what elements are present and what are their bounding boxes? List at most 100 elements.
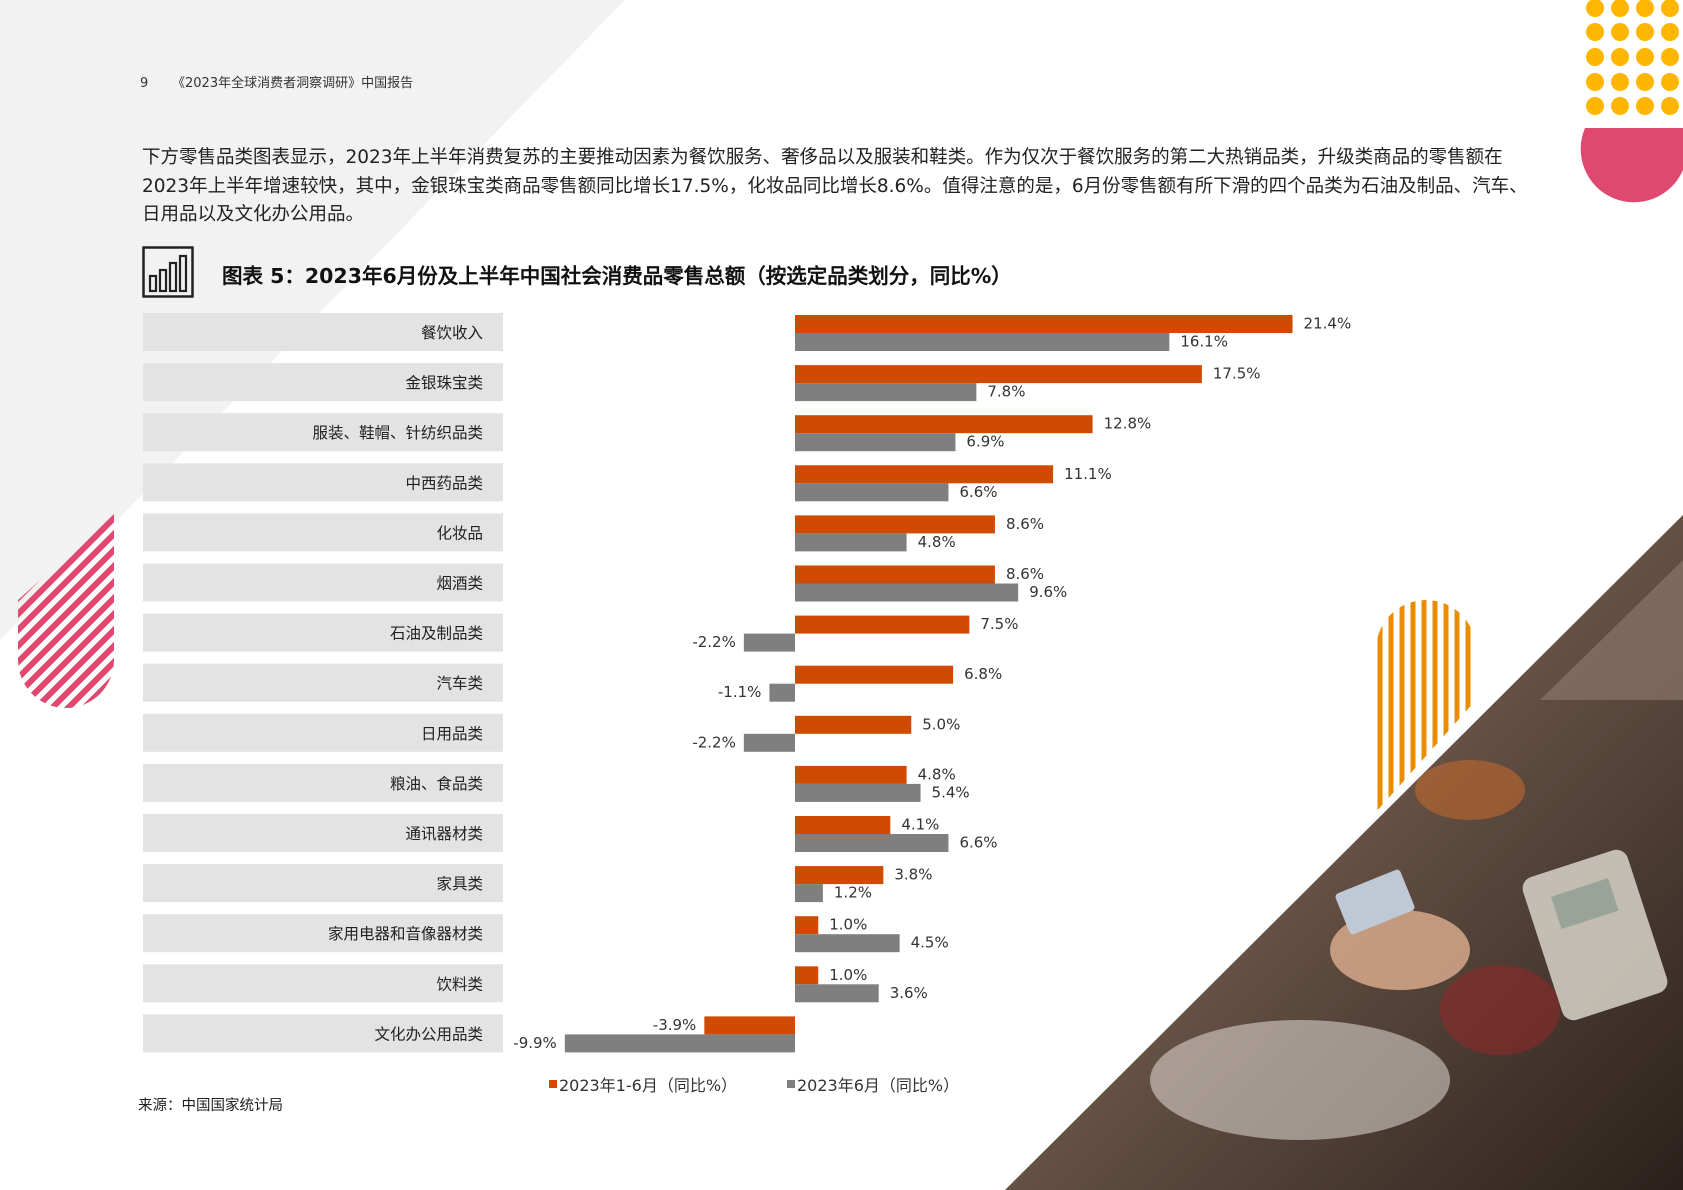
page-number: 9 [140, 76, 149, 91]
bar-h1 [795, 615, 970, 634]
category-label: 服装、鞋帽、针纺织品类 [312, 424, 483, 442]
page-header: 9 《2023年全球消费者洞察调研》中国报告 [140, 72, 413, 91]
bar-june [769, 683, 795, 702]
category-label-box [143, 413, 503, 452]
bar-h1 [795, 665, 954, 684]
figure-title: 图表 5：2023年6月份及上半年中国社会消费品零售总额（按选定品类划分，同比%… [222, 264, 1012, 288]
bar-june [795, 383, 977, 402]
retail-payment-photo [1005, 515, 1683, 1190]
bar-june [795, 483, 949, 502]
bar-h1 [704, 1016, 795, 1035]
category-label-box [143, 1014, 503, 1053]
bar-h1 [795, 465, 1054, 484]
yellow-dot-grid [1586, 0, 1679, 115]
category-label: 餐饮收入 [421, 324, 483, 342]
bar-h1 [795, 916, 819, 935]
bar-june [795, 533, 907, 552]
category-label: 文化办公用品类 [374, 1025, 483, 1043]
data-label: 4.5% [911, 934, 949, 952]
bar-june [795, 583, 1019, 602]
bar-h1 [795, 415, 1093, 434]
bar-h1 [795, 966, 819, 985]
category-label: 烟酒类 [436, 575, 483, 593]
bar-h1 [795, 515, 995, 534]
data-label: 4.1% [901, 816, 939, 834]
bar-june [564, 1034, 795, 1053]
data-label: 21.4% [1304, 315, 1352, 333]
data-label: -1.1% [718, 683, 762, 701]
data-label: -2.2% [692, 633, 736, 651]
legend-label-june: 2023年6月（同比%） [797, 1076, 960, 1095]
category-label: 家用电器和音像器材类 [328, 925, 483, 943]
bar-june [795, 934, 900, 953]
category-label: 饮料类 [436, 975, 483, 993]
legend-swatch-h1 [549, 1080, 557, 1088]
category-label-box [143, 864, 503, 903]
bar-h1 [795, 315, 1293, 333]
bar-june [795, 333, 1170, 351]
data-label: 8.6% [1006, 565, 1044, 583]
category-label-box [143, 563, 503, 602]
bar-h1 [795, 816, 891, 834]
category-label-box [143, 814, 503, 852]
data-label: 4.8% [918, 533, 956, 551]
bar-june [743, 733, 795, 752]
intro-paragraph: 下方零售品类图表显示，2023年上半年消费复苏的主要推动因素为餐饮服务、奢侈品以… [142, 147, 1528, 225]
data-label: -2.2% [692, 733, 736, 751]
data-label: 1.0% [829, 966, 867, 984]
data-label: 1.2% [834, 884, 872, 902]
data-label: -9.9% [513, 1034, 557, 1052]
data-label: 7.8% [987, 383, 1025, 401]
bar-chart-icon [142, 246, 194, 298]
category-label: 石油及制品类 [390, 625, 483, 643]
category-label: 中西药品类 [405, 474, 483, 492]
category-label-box [143, 613, 503, 652]
data-label: 6.8% [964, 665, 1002, 683]
data-label: 1.0% [829, 916, 867, 934]
data-label: 3.6% [890, 984, 928, 1002]
data-label: 7.5% [980, 615, 1018, 633]
pink-semicircle [1580, 128, 1683, 203]
data-label: -3.9% [653, 1016, 697, 1034]
bar-june [795, 433, 956, 452]
category-label: 汽车类 [436, 675, 483, 693]
category-label-box [143, 363, 503, 402]
data-label: 17.5% [1213, 365, 1261, 383]
data-label: 9.6% [1029, 583, 1067, 601]
data-label: 6.6% [959, 834, 997, 852]
bar-h1 [795, 365, 1202, 384]
category-label-box [143, 713, 503, 752]
category-label: 通讯器材类 [405, 825, 483, 843]
legend-swatch-june [787, 1080, 795, 1088]
bar-h1 [795, 565, 995, 584]
bar-h1 [795, 866, 884, 885]
category-label-box [143, 763, 503, 802]
legend-label-h1: 2023年1-6月（同比%） [559, 1076, 738, 1095]
bar-june [795, 884, 823, 903]
category-label-box [143, 463, 503, 502]
category-label: 金银珠宝类 [405, 374, 483, 392]
category-label: 粮油、食品类 [390, 775, 483, 793]
data-label: 4.8% [918, 765, 956, 783]
bar-h1 [795, 765, 907, 784]
data-label: 5.0% [922, 715, 960, 733]
legend-item-h1: 2023年1-6月（同比%） [549, 1072, 737, 1096]
category-label: 化妆品 [436, 524, 483, 542]
source-note: 来源：中国国家统计局 [138, 1098, 283, 1114]
data-label: 6.9% [966, 433, 1004, 451]
bar-june [795, 783, 921, 802]
bar-june [743, 633, 795, 652]
category-label-box [143, 313, 503, 351]
category-label: 日用品类 [421, 725, 483, 743]
data-label: 5.4% [932, 783, 970, 801]
legend-item-june: 2023年6月（同比%） [787, 1072, 959, 1096]
category-label-box [143, 513, 503, 552]
category-label: 家具类 [436, 875, 483, 893]
report-title: 《2023年全球消费者洞察调研》中国报告 [172, 76, 414, 91]
category-label-box [143, 964, 503, 1003]
bar-june [795, 834, 949, 852]
data-label: 11.1% [1064, 465, 1112, 483]
bar-june [795, 984, 879, 1003]
bar-h1 [795, 715, 912, 734]
